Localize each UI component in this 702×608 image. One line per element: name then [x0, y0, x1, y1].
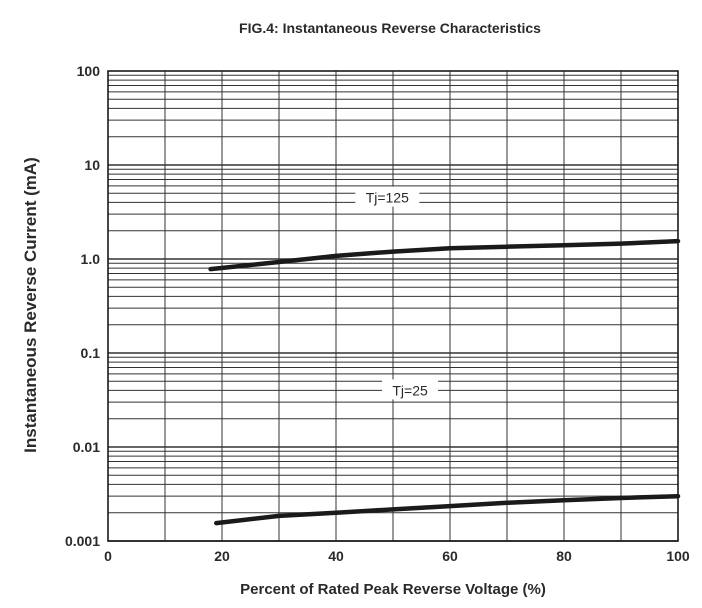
y-axis-label: Instantaneous Reverse Current (mA): [21, 157, 40, 453]
curve-label-1: Tj=25: [392, 382, 428, 398]
x-tick-label: 60: [442, 548, 458, 564]
x-axis-label: Percent of Rated Peak Reverse Voltage (%…: [240, 581, 546, 598]
curve-label-backing: [355, 186, 420, 207]
y-tick-label: 0.001: [65, 533, 100, 549]
y-tick-label: 0.01: [73, 439, 100, 455]
chart-title: FIG.4: Instantaneous Reverse Characteris…: [239, 20, 541, 36]
y-tick-label: 0.1: [81, 345, 101, 361]
plot-frame: [107, 70, 679, 542]
curve-label-backing: [382, 379, 439, 400]
x-tick-label: 20: [214, 548, 230, 564]
y-tick-label: 10: [84, 157, 100, 173]
series-line-1: [214, 493, 681, 526]
y-tick-label: 100: [77, 63, 101, 79]
series-line-0: [208, 238, 681, 272]
x-tick-label: 40: [328, 548, 344, 564]
x-tick-label: 100: [666, 548, 690, 564]
x-tick-label: 80: [556, 548, 572, 564]
x-tick-label: 0: [104, 548, 112, 564]
curve-label-0: Tj=125: [366, 190, 409, 206]
y-tick-label: 1.0: [81, 251, 101, 267]
